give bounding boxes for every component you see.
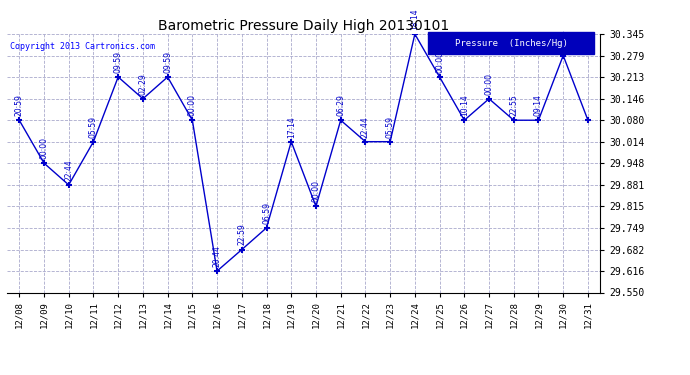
Text: 00:00: 00:00	[311, 180, 320, 202]
Text: 22:44: 22:44	[361, 116, 370, 138]
Text: 02:29: 02:29	[139, 73, 148, 94]
Text: 20:59: 20:59	[14, 94, 23, 116]
Text: 17:14: 17:14	[287, 116, 296, 138]
Text: 10:14: 10:14	[460, 94, 469, 116]
Text: 09:59: 09:59	[163, 51, 172, 73]
Text: Pressure  (Inches/Hg): Pressure (Inches/Hg)	[455, 39, 568, 48]
Text: 00:00: 00:00	[39, 137, 48, 159]
Title: Barometric Pressure Daily High 20130101: Barometric Pressure Daily High 20130101	[158, 19, 449, 33]
Text: 00:00: 00:00	[484, 73, 493, 94]
Text: 06:59: 06:59	[262, 202, 271, 223]
Text: 05:59: 05:59	[386, 116, 395, 138]
Text: 22:59: 22:59	[237, 224, 246, 245]
FancyBboxPatch shape	[428, 33, 594, 54]
Text: 00:00: 00:00	[435, 51, 444, 73]
Text: 22:55: 22:55	[509, 94, 518, 116]
Text: 00:00: 00:00	[188, 94, 197, 116]
Text: 06:29: 06:29	[336, 94, 345, 116]
Text: 09:14: 09:14	[534, 94, 543, 116]
Text: 09:59: 09:59	[114, 51, 123, 73]
Text: 23:14: 23:14	[559, 30, 568, 51]
Text: 05:59: 05:59	[89, 116, 98, 138]
Text: 18:14: 18:14	[411, 8, 420, 30]
Text: Copyright 2013 Cartronics.com: Copyright 2013 Cartronics.com	[10, 42, 155, 51]
Text: 22:44: 22:44	[64, 159, 73, 181]
Text: 20:44: 20:44	[213, 245, 221, 267]
